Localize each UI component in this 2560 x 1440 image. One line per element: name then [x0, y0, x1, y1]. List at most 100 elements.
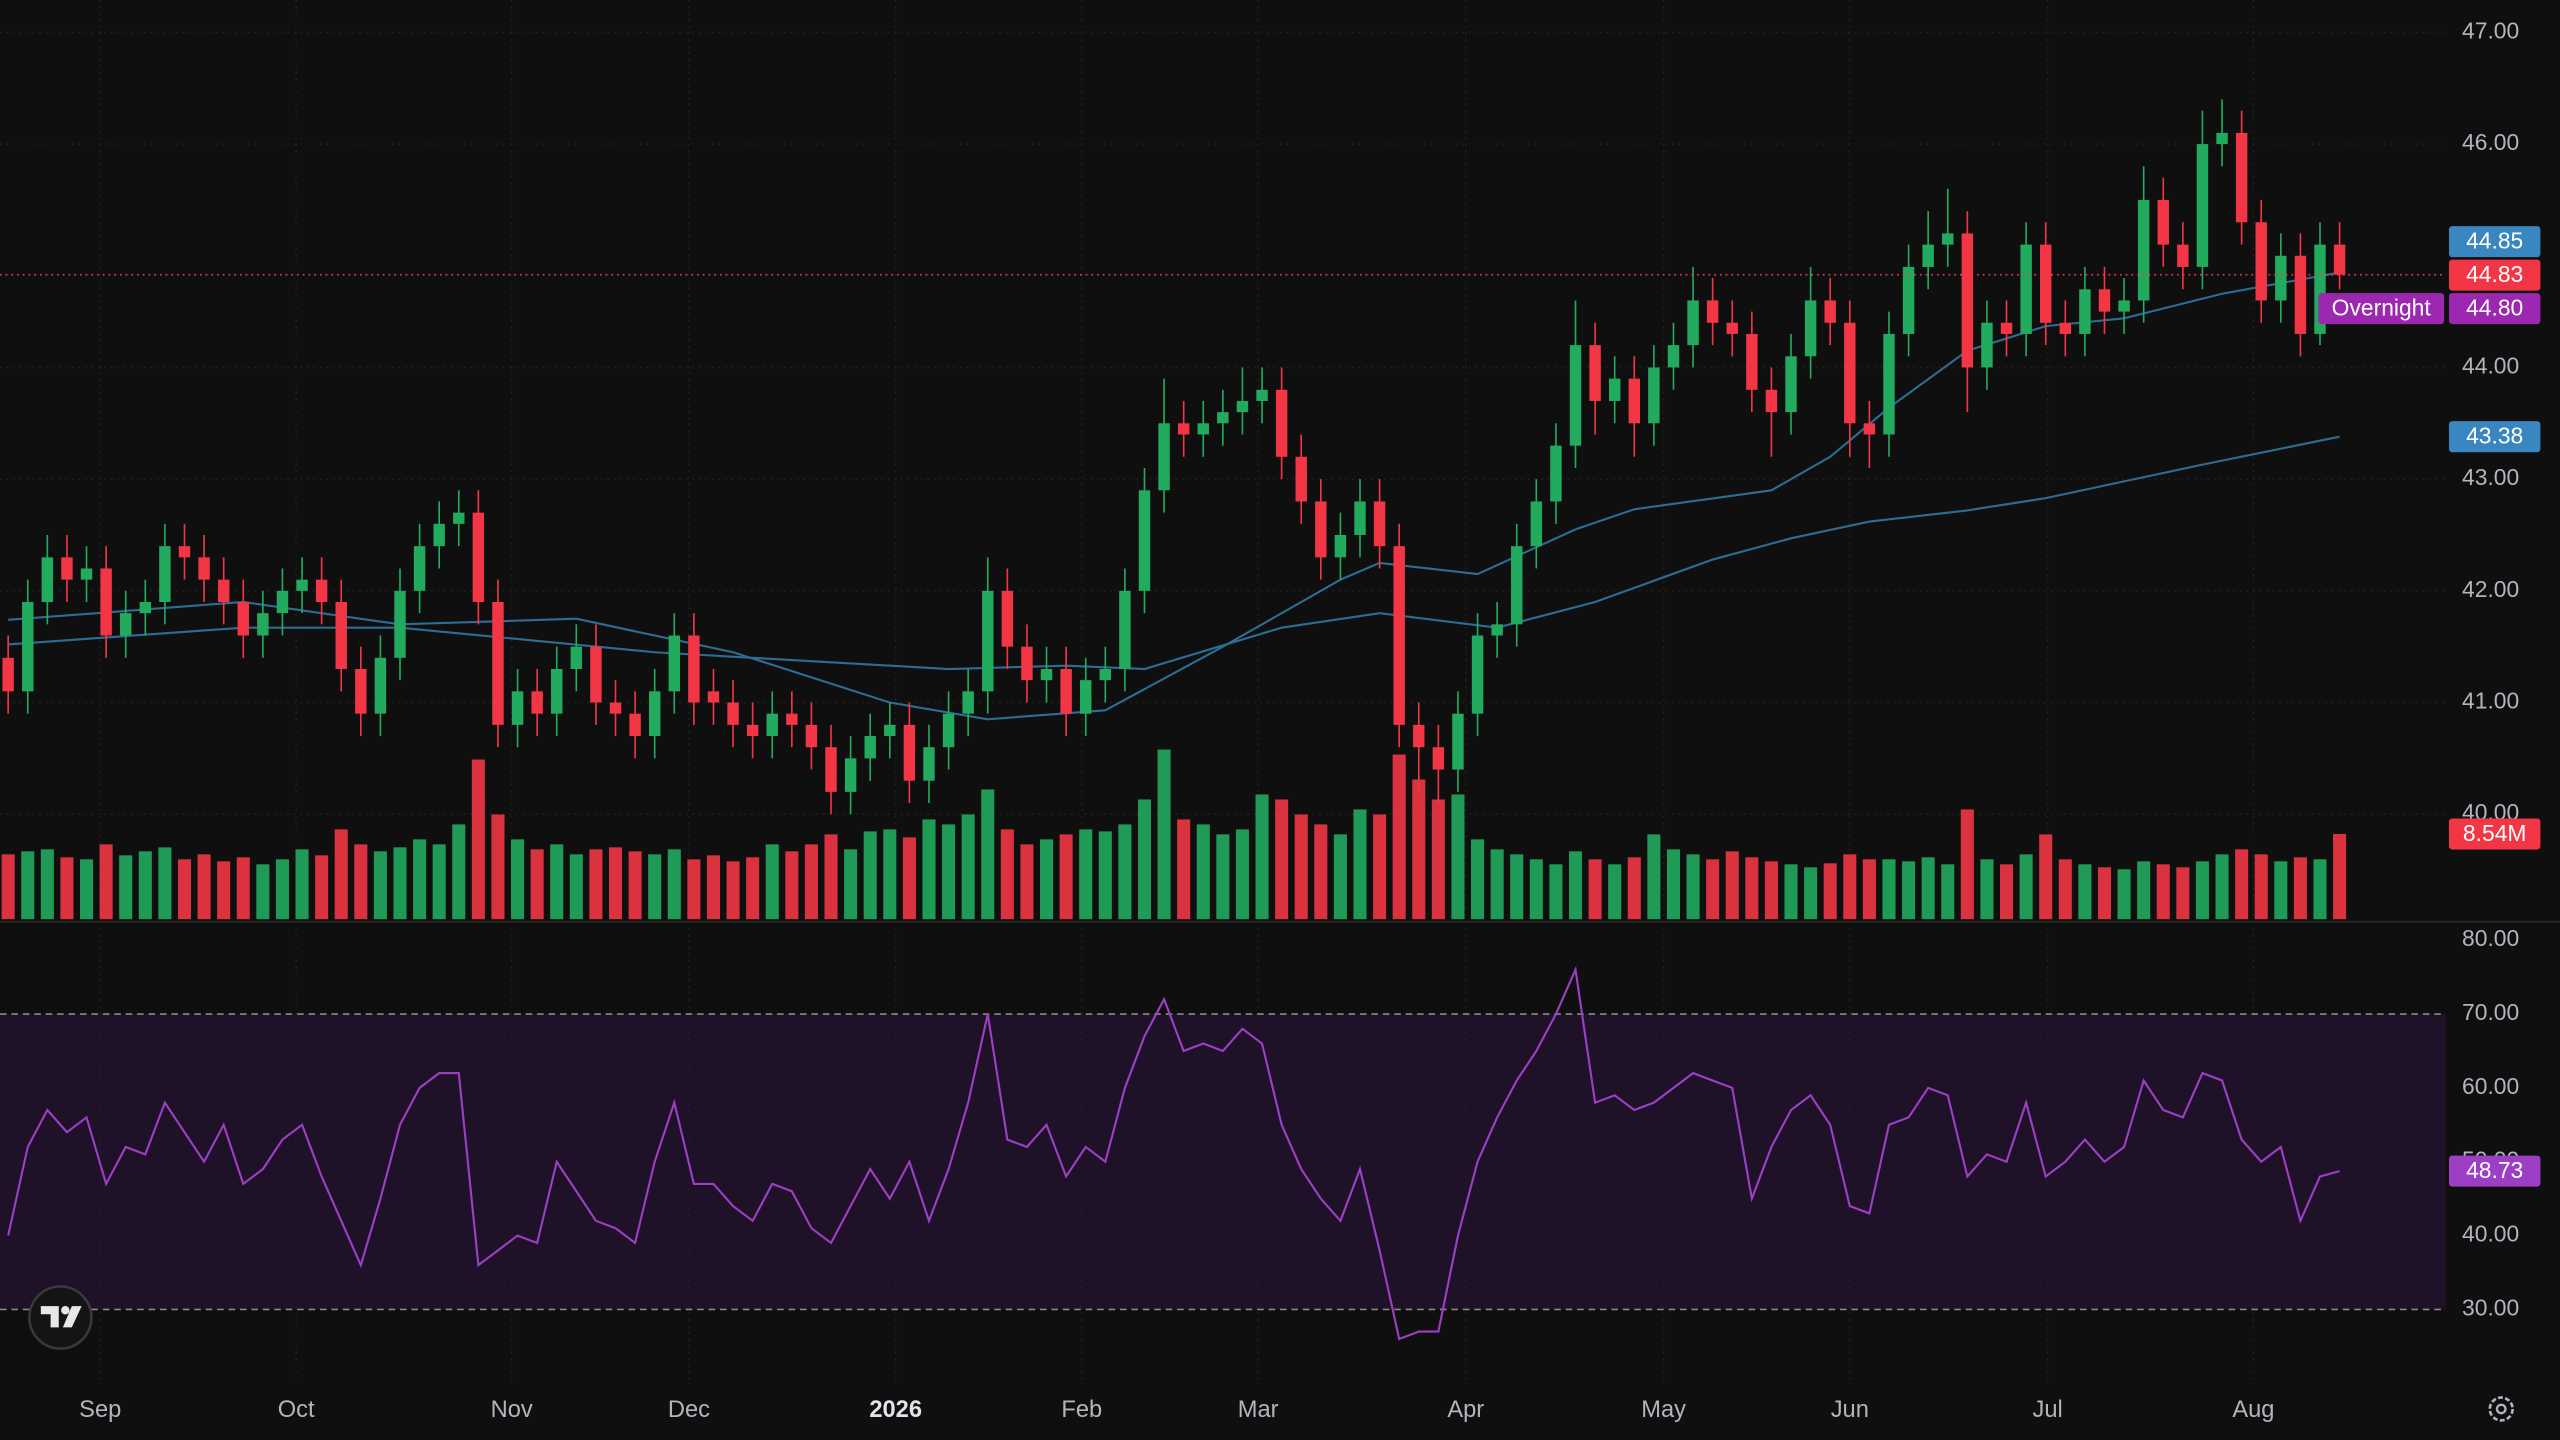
x-tick-label: Sep [79, 1397, 121, 1423]
last-price-label: 44.83 [2466, 261, 2523, 287]
logo[interactable] [28, 1285, 93, 1350]
y-tick-label: 43.00 [2462, 464, 2519, 490]
overnight-price-label: 44.80 [2466, 294, 2523, 320]
candle-body [2275, 255, 2287, 301]
volume-bar [569, 854, 583, 920]
candle-body [1687, 300, 1699, 346]
candle-body [2196, 144, 2209, 267]
candle-body [1080, 680, 1092, 714]
volume-bar [687, 859, 701, 920]
volume-bar [942, 824, 956, 920]
volume-bar [2293, 857, 2307, 920]
candle-body [1275, 389, 1288, 457]
volume-bar [511, 839, 525, 920]
candle-body [1413, 724, 1425, 748]
volume-bar [1079, 829, 1093, 920]
volume-bar [60, 857, 74, 920]
volume-bar [197, 854, 211, 920]
gear-icon[interactable] [2488, 1396, 2514, 1422]
x-tick-label: May [1641, 1397, 1686, 1423]
volume-bar [1490, 849, 1504, 920]
candle-body [727, 702, 739, 725]
x-tick-label: Feb [1061, 1397, 1102, 1423]
gear-center [2495, 1403, 2507, 1415]
x-tick-label: Mar [1238, 1397, 1279, 1423]
y-tick-label: 41.00 [2462, 688, 2519, 714]
volume-bar [275, 859, 289, 920]
moving-average-label-box [2448, 421, 2541, 453]
candle-body [335, 601, 347, 670]
volume-bar [824, 834, 838, 920]
volume-bar [2235, 849, 2249, 920]
y-tick-label: 44.00 [2462, 352, 2519, 378]
volume-bar [726, 861, 740, 920]
candle-body [1158, 423, 1170, 491]
candle-body [1863, 423, 1876, 435]
candle-body [1726, 322, 1738, 334]
candle-body [1589, 345, 1601, 401]
volume-bar [236, 857, 250, 920]
candle-body [492, 601, 504, 725]
volume-bar [667, 849, 681, 920]
volume-bar [1804, 867, 1818, 920]
rsi-line [7, 965, 2340, 1341]
volume-bar [373, 851, 387, 920]
volume-bar [1235, 829, 1249, 920]
candle-body [1569, 345, 1582, 446]
candle-body [551, 669, 563, 714]
volume-bar [1784, 864, 1798, 920]
volume-bar [40, 849, 54, 920]
candle-body [41, 557, 54, 602]
volume-bar [2078, 864, 2092, 920]
candle-body [942, 713, 955, 748]
volume-bar [2176, 867, 2190, 920]
candle-body [1471, 635, 1484, 714]
volume-bar [21, 851, 35, 920]
candle-body [2098, 289, 2111, 312]
candle-body [453, 512, 465, 524]
overnight-name-label-box [2318, 293, 2445, 325]
candle-body [1295, 456, 1307, 502]
candle-body [276, 590, 289, 614]
candle-body [1981, 322, 1993, 368]
candle-body [1804, 300, 1817, 357]
candle-body [805, 724, 818, 748]
candle-body [1608, 378, 1621, 401]
candle-body [2314, 244, 2326, 334]
volume-bar [922, 819, 936, 920]
candle-body [1177, 423, 1190, 435]
logo-badge[interactable] [28, 1285, 93, 1350]
candle-body [2118, 300, 2130, 312]
volume-bar [2000, 864, 2014, 920]
candle-body [22, 601, 34, 692]
candle-body [1315, 501, 1327, 558]
candle-body [2177, 244, 2189, 267]
candle-body [786, 713, 798, 725]
volume-label-box [2448, 818, 2541, 850]
y-tick-label: 42.00 [2462, 576, 2519, 602]
logo-mark [40, 1306, 59, 1328]
candle-body [629, 713, 641, 737]
candle-body [923, 747, 935, 781]
candle-body [120, 613, 132, 636]
volume-bar [1353, 809, 1367, 920]
volume-bar [315, 855, 329, 920]
moving-average-label: 43.38 [2466, 423, 2523, 449]
volume-bar [1471, 839, 1485, 920]
volume-bar [1666, 849, 1680, 920]
logo-dot [61, 1305, 70, 1315]
candle-body [2333, 244, 2346, 275]
volume-bar [334, 829, 348, 920]
candle-body [1021, 646, 1033, 681]
volume-bar [883, 829, 897, 920]
settings-button[interactable] [2488, 1396, 2514, 1422]
volume-bar [863, 831, 877, 920]
volume-bar [1510, 854, 1524, 920]
overnight-price-label-box [2448, 293, 2541, 325]
volume-bar [1000, 829, 1014, 920]
candle-body [413, 546, 426, 591]
volume-bar [413, 839, 427, 920]
candle-body [668, 635, 680, 692]
